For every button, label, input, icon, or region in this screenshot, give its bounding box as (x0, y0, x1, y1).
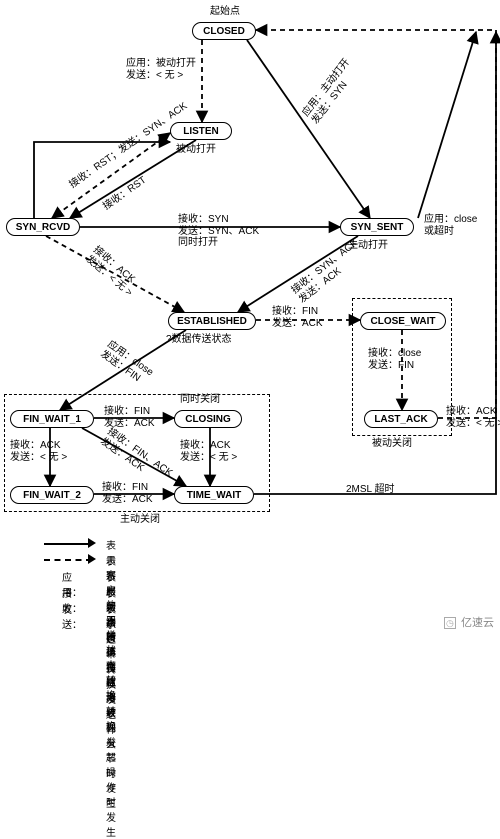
label-recv_synack: 接收：SYN、ACK发送：ACK (290, 237, 368, 305)
legend-prefix: 发送： (62, 601, 82, 631)
label-recv_fin_ack2: 接收：FIN发送：ACK (102, 482, 153, 505)
legend-arrow-icon (88, 554, 96, 564)
legend-line-dash (44, 559, 92, 561)
watermark-text: 亿速云 (461, 617, 494, 629)
label-recv_fin_est: 接收：FIN发送：ACK (272, 306, 323, 329)
label-app_close_fin: 应用：close发送：FIN (98, 339, 155, 388)
label-recv_ack_none2: 接收：ACK发送：< 无 > (10, 440, 67, 463)
label-app_active: 应用：主动打开发送：SYN (300, 57, 361, 126)
legend-text: 表示这个转换发送什么 (106, 601, 116, 751)
watermark-icon: ◷ (444, 617, 456, 629)
legend-line-solid (44, 543, 92, 545)
label-recv_rst_syn: 接收：RST；发送：SYN、ACK (67, 101, 189, 191)
label-app_passive: 应用：被动打开发送：< 无 > (126, 58, 196, 81)
label-start: 起始点 (210, 6, 240, 18)
label-msl: 2MSL 超时 (346, 484, 395, 496)
label-recv_rst: 接收：RST (101, 175, 149, 213)
label-recv_ack_none1: 接收：ACK发送：< 无 > (83, 244, 142, 298)
label-app_close_to: 应用：close或超时 (424, 214, 477, 237)
label-recv_ack_la: 接收：ACK发送：< 无 > (446, 406, 500, 429)
label-simul_close: 同时关闭 (180, 394, 220, 406)
label-simul_open: 接收：SYN发送：SYN、ACK同时打开 (178, 214, 259, 249)
legend-arrow-icon (88, 538, 96, 548)
watermark: ◷ 亿速云 (444, 614, 494, 630)
label-recv_finack: 接收：FIN、ACK发送：ACK (98, 426, 174, 489)
label-recv_ack_none3: 接收：ACK发送：< 无 > (180, 440, 237, 463)
label-layer: 起始点应用：被动打开发送：< 无 > 应用：主动打开发送：SYN 接收：RST；发送… (0, 0, 500, 634)
label-recv_close_cw: 接收：close发送：FIN (368, 348, 421, 371)
